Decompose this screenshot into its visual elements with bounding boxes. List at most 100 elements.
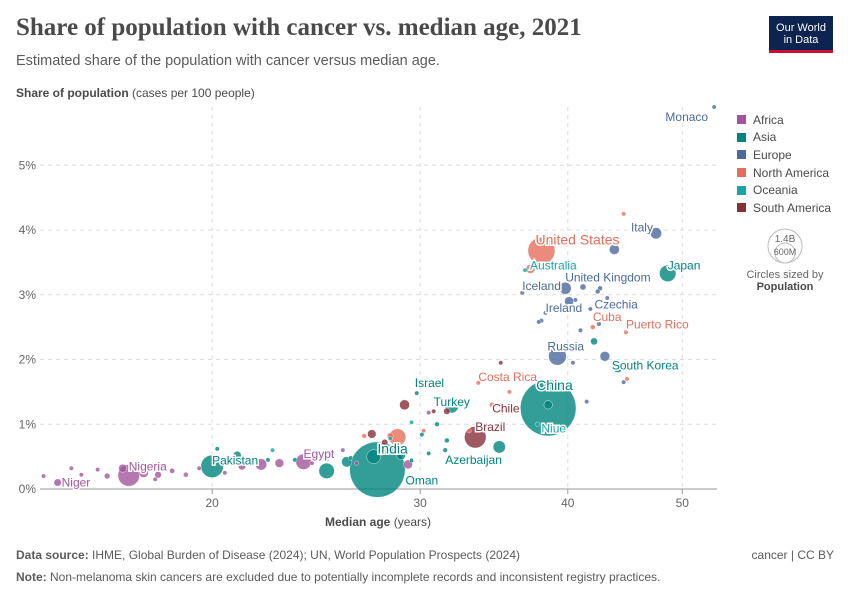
x-axis-label-bold: Median age	[325, 515, 391, 529]
data-point	[409, 419, 414, 425]
data-point	[378, 450, 384, 456]
point-label-united-states: United States	[535, 232, 619, 248]
point-label-costa-rica: Costa Rica	[478, 370, 537, 384]
point-label-chile: Chile	[492, 401, 520, 415]
data-point	[590, 337, 598, 346]
data-point	[634, 305, 640, 311]
data-point-pakistan	[200, 454, 224, 478]
data-point	[621, 379, 627, 385]
data-point	[507, 389, 512, 395]
data-point-niger	[53, 478, 62, 487]
data-point	[367, 429, 377, 439]
data-point-united-kingdom	[558, 282, 572, 295]
data-point	[309, 460, 315, 466]
point-label-puerto-rico: Puerto Rico	[626, 317, 689, 331]
legend-label: North America	[753, 165, 830, 180]
legend-item-europe[interactable]: Europe	[737, 146, 831, 164]
x-tick-label: 20	[205, 496, 219, 510]
data-point-chile	[498, 407, 506, 415]
legend-label: Asia	[753, 130, 777, 145]
data-point	[608, 240, 614, 246]
data-point	[543, 400, 553, 410]
point-label-japan: Japan	[668, 258, 701, 272]
data-point	[478, 421, 484, 427]
legend-swatch	[737, 150, 746, 160]
owid-logo[interactable]: Our World in Data	[769, 16, 833, 53]
data-point	[95, 467, 101, 472]
legend-label: Europe	[753, 147, 792, 162]
data-point-south-korea	[612, 361, 624, 373]
data-point-costa-rica	[475, 380, 481, 386]
legend-item-africa[interactable]: Africa	[737, 111, 831, 129]
data-source: Data source: IHME, Global Burden of Dise…	[16, 548, 520, 562]
x-tick-label: 50	[676, 496, 690, 510]
chart-title: Share of population with cancer vs. medi…	[16, 14, 582, 41]
data-point	[255, 458, 267, 471]
data-point	[348, 455, 354, 461]
legend-item-south-america[interactable]: South America	[737, 199, 831, 217]
legend-item-north-america[interactable]: North America	[737, 164, 831, 182]
size-legend: 1.4B 600M Circles sized by Population	[737, 226, 833, 293]
data-point-israel	[414, 390, 420, 396]
data-point	[138, 467, 149, 478]
data-point	[340, 447, 346, 453]
note-label: Note:	[16, 570, 47, 584]
legend-item-oceania[interactable]: Oceania	[737, 181, 831, 199]
data-point	[396, 450, 406, 460]
data-point	[466, 428, 472, 434]
point-label-cuba: Cuba	[593, 310, 622, 324]
data-point	[579, 283, 587, 291]
legend-swatch	[737, 168, 746, 178]
data-point	[444, 437, 450, 444]
data-point-cuba	[590, 324, 596, 330]
point-label-australia: Australia	[530, 259, 577, 273]
data-point	[154, 471, 162, 479]
point-label-pakistan: Pakistan	[212, 453, 258, 467]
data-point-monaco	[711, 104, 717, 110]
point-label-israel: Israel	[415, 376, 444, 390]
data-point-australia	[532, 261, 541, 270]
point-label-russia: Russia	[547, 339, 584, 353]
data-point-india	[349, 441, 406, 498]
data-point-oman	[409, 458, 414, 463]
data-point	[599, 351, 611, 362]
legend-item-asia[interactable]: Asia	[737, 129, 831, 147]
point-label-niue: Niue	[541, 421, 566, 435]
legend-label: Oceania	[753, 183, 798, 198]
size-legend-min-label: 600M	[774, 247, 797, 257]
data-point	[426, 450, 432, 456]
credit-license[interactable]: cancer | CC BY	[751, 548, 834, 562]
data-point	[595, 288, 601, 295]
y-axis-label-bold: Share of population	[16, 86, 129, 100]
y-tick-label: 4%	[19, 223, 37, 237]
data-point	[152, 476, 158, 482]
logo-line-1: Our World	[776, 22, 826, 34]
data-point-japan	[659, 264, 677, 282]
data-point	[265, 457, 271, 463]
data-point	[421, 428, 426, 434]
data-point	[361, 433, 367, 439]
size-legend-max-label: 1.4B	[775, 234, 796, 245]
data-point	[570, 360, 576, 366]
data-point	[565, 386, 571, 392]
legend-label: South America	[753, 200, 832, 215]
data-point-niue	[535, 421, 540, 427]
point-label-monaco: Monaco	[665, 110, 708, 124]
data-point	[522, 267, 528, 273]
data-point	[578, 327, 583, 333]
data-point-czechia	[605, 301, 612, 308]
y-tick-label: 5%	[19, 158, 37, 172]
legend-swatch	[737, 132, 746, 142]
point-label-india: India	[377, 441, 408, 457]
data-point	[387, 436, 393, 441]
data-point-ireland	[543, 310, 548, 316]
size-legend-small-circle	[774, 242, 796, 264]
data-source-label: Data source:	[16, 548, 89, 562]
legend-label: Africa	[753, 112, 784, 127]
chart-subtitle: Estimated share of the population with c…	[16, 53, 440, 69]
data-point	[431, 408, 437, 414]
point-label-china: China	[536, 377, 573, 393]
x-axis-label: Median age (years)	[325, 515, 431, 529]
point-label-azerbaijan: Azerbaijan	[445, 453, 502, 467]
data-point	[68, 465, 74, 471]
